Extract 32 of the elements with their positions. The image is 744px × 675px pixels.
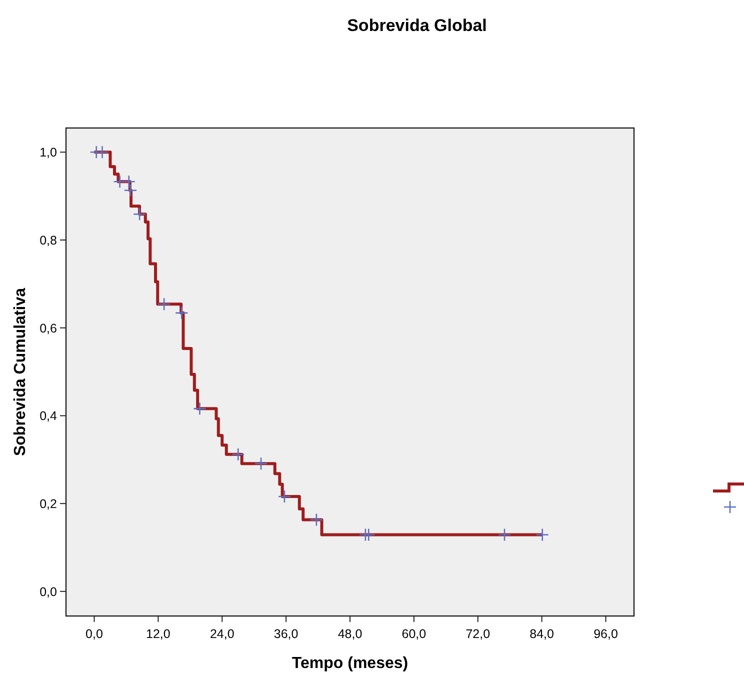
x-tick-label: 60,0 [402, 627, 426, 641]
point [536, 528, 550, 542]
y-axis-title: Sobrevida Cumulativa [12, 288, 29, 456]
y-tick-label: 1,0 [40, 146, 58, 160]
point [231, 448, 245, 462]
x-tick-label: 0,0 [86, 627, 103, 641]
point [278, 490, 292, 504]
x-tick-label: 36,0 [274, 627, 298, 641]
x-tick-label: 96,0 [594, 627, 618, 641]
x-tick-label: 12,0 [146, 627, 170, 641]
y-tick-label: 0,0 [40, 584, 58, 599]
x-tick-label: 72,0 [466, 627, 490, 641]
point [96, 146, 109, 159]
point [362, 528, 376, 542]
x-tick-label: 24,0 [210, 627, 234, 641]
point [124, 184, 138, 198]
point [122, 174, 136, 188]
point [157, 297, 171, 311]
y-tick-label: 0,6 [40, 321, 58, 336]
x-axis-title: Tempo (meses) [292, 655, 408, 672]
y-tick-label: 0,4 [40, 409, 58, 424]
point [193, 402, 206, 416]
chart-title: Sobrevida Global [347, 16, 487, 35]
point [174, 306, 188, 320]
point [254, 456, 268, 470]
y-tick-label: 0,8 [40, 234, 58, 248]
x-tick-label: 84,0 [530, 627, 554, 641]
y-tick-label: 0,2 [40, 497, 58, 512]
point [310, 513, 324, 526]
point [498, 528, 512, 542]
x-tick-label: 48,0 [338, 627, 362, 641]
point [132, 207, 146, 221]
